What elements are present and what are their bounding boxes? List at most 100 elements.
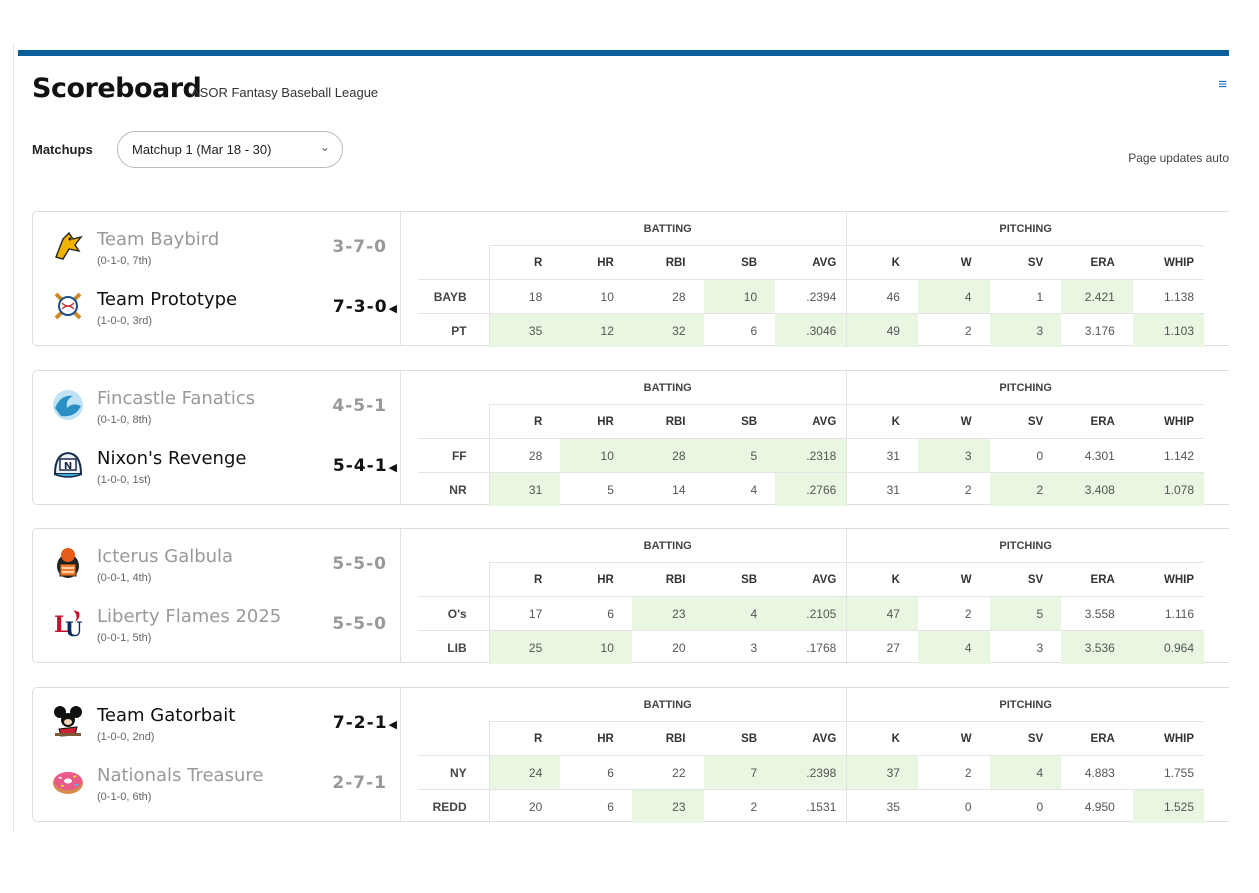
stat-cell: 20 bbox=[528, 799, 543, 814]
stat-cell: 0 bbox=[989, 438, 1062, 473]
matchup-card[interactable]: Icterus Galbula (0-0-1, 4th) 5-5-0 Liberty … bbox=[32, 528, 1229, 664]
team-name[interactable]: Fincastle Fanatics bbox=[97, 388, 256, 409]
column-header[interactable]: W bbox=[917, 721, 990, 756]
stat-cell: 0 bbox=[964, 799, 972, 814]
stat-cell: 6 bbox=[560, 596, 632, 631]
stat-cell: 37 bbox=[846, 755, 918, 790]
column-header[interactable]: SV bbox=[989, 245, 1062, 280]
column-header[interactable]: RBI bbox=[631, 245, 704, 280]
donut-logo-icon bbox=[51, 765, 85, 799]
team-row[interactable]: Nationals Treasure (0-1-0, 6th) 2-7-1 bbox=[33, 757, 400, 817]
stat-cell: 2 bbox=[750, 799, 758, 814]
column-header[interactable]: R bbox=[489, 562, 561, 597]
column-header[interactable]: WHIP bbox=[1132, 562, 1204, 597]
column-header[interactable]: ERA bbox=[1061, 562, 1133, 597]
column-header[interactable]: R bbox=[489, 245, 561, 280]
pitching-header: PITCHING bbox=[846, 371, 1204, 405]
stat-cell: 47 bbox=[846, 596, 918, 631]
column-header[interactable]: SB bbox=[703, 562, 776, 597]
batting-header: BATTING bbox=[489, 529, 847, 563]
column-header[interactable]: HR bbox=[560, 404, 632, 439]
stat-cell: 31 bbox=[489, 472, 561, 506]
team-row[interactable]: Team Baybird (0-1-0, 7th) 3-7-0 bbox=[33, 221, 400, 281]
column-header[interactable]: RBI bbox=[631, 404, 704, 439]
team-name[interactable]: Icterus Galbula bbox=[97, 546, 234, 567]
menu-icon[interactable]: ≡ bbox=[1218, 76, 1227, 93]
stat-cell: 46 bbox=[846, 279, 918, 314]
team-name[interactable]: Team Baybird bbox=[97, 229, 220, 250]
team-row[interactable]: Icterus Galbula (0-0-1, 4th) 5-5-0 bbox=[33, 538, 400, 598]
team-name[interactable]: Nationals Treasure bbox=[97, 765, 264, 786]
column-header[interactable]: ERA bbox=[1061, 245, 1133, 280]
column-header[interactable]: ERA bbox=[1061, 721, 1133, 756]
matchup-card[interactable]: Fincastle Fanatics (0-1-0, 8th) 4-5-1 Nixon… bbox=[32, 370, 1229, 506]
stat-cell: 3.558 bbox=[1061, 596, 1133, 631]
team-name[interactable]: Nixon's Revenge bbox=[97, 448, 247, 469]
column-header[interactable]: R bbox=[489, 721, 561, 756]
matchup-card[interactable]: Team Gatorbait (1-0-0, 2nd) 7-2-1 Nationals… bbox=[32, 687, 1229, 823]
column-header[interactable]: HR bbox=[560, 562, 632, 597]
stat-cell: .1531 bbox=[806, 799, 837, 814]
column-header[interactable]: SV bbox=[989, 721, 1062, 756]
team-row[interactable]: Liberty Flames 2025 (0-0-1, 5th) 5-5-0 bbox=[33, 598, 400, 658]
wave-logo-icon bbox=[51, 388, 85, 422]
team-record: (0-0-1, 5th) bbox=[97, 632, 152, 644]
column-header[interactable]: AVG bbox=[775, 245, 847, 280]
team-name[interactable]: Liberty Flames 2025 bbox=[97, 606, 282, 627]
matchup-teams: Icterus Galbula (0-0-1, 4th) 5-5-0 Liberty … bbox=[33, 529, 401, 662]
column-header[interactable]: W bbox=[917, 404, 990, 439]
stat-cell: 23 bbox=[631, 596, 704, 631]
column-header[interactable]: AVG bbox=[775, 404, 847, 439]
stat-cell: 7 bbox=[703, 755, 776, 790]
stat-cell: 1.138 bbox=[1132, 279, 1204, 314]
team-name[interactable]: Team Gatorbait bbox=[97, 705, 236, 726]
column-header[interactable]: SB bbox=[703, 721, 776, 756]
team-name[interactable]: Team Prototype bbox=[97, 289, 238, 310]
column-header[interactable]: WHIP bbox=[1132, 404, 1204, 439]
column-header[interactable]: AVG bbox=[775, 721, 847, 756]
column-header[interactable]: R bbox=[489, 404, 561, 439]
stat-cell: 2 bbox=[917, 596, 990, 631]
column-header[interactable]: HR bbox=[560, 245, 632, 280]
cap-logo-icon bbox=[51, 448, 85, 482]
stat-cell: 5 bbox=[989, 596, 1062, 631]
bird-logo-icon bbox=[51, 229, 85, 263]
column-header[interactable]: SB bbox=[703, 404, 776, 439]
column-header[interactable]: RBI bbox=[631, 721, 704, 756]
matchup-score: 5-4-1 bbox=[333, 456, 398, 476]
matchup-score: 7-3-0 bbox=[333, 297, 398, 317]
team-row[interactable]: Team Gatorbait (1-0-0, 2nd) 7-2-1 bbox=[33, 697, 400, 757]
stat-cell: 4 bbox=[917, 630, 990, 664]
matchup-score: 5-5-0 bbox=[332, 554, 387, 574]
stat-cell: 3 bbox=[750, 640, 758, 655]
stat-cell: 18 bbox=[489, 279, 561, 314]
stat-cell: 10 bbox=[560, 438, 632, 473]
column-header[interactable]: K bbox=[846, 245, 918, 280]
column-header[interactable]: W bbox=[917, 245, 990, 280]
column-header[interactable]: ERA bbox=[1061, 404, 1133, 439]
column-header[interactable]: K bbox=[846, 721, 918, 756]
team-row[interactable]: Team Prototype (1-0-0, 3rd) 7-3-0 bbox=[33, 281, 400, 341]
column-header[interactable]: SB bbox=[703, 245, 776, 280]
stat-cell: 22 bbox=[631, 755, 704, 790]
column-header[interactable]: K bbox=[846, 404, 918, 439]
team-row[interactable]: Nixon's Revenge (1-0-0, 1st) 5-4-1 bbox=[33, 440, 400, 500]
batting-header: BATTING bbox=[489, 212, 847, 246]
column-header[interactable]: WHIP bbox=[1132, 245, 1204, 280]
column-header[interactable]: HR bbox=[560, 721, 632, 756]
column-header[interactable]: SV bbox=[989, 562, 1062, 597]
column-header[interactable]: W bbox=[917, 562, 990, 597]
stats-grid: BATTING PITCHING R HR RBI SB AVG K W SV ERA WHIP FF 2… bbox=[418, 371, 1218, 506]
stat-cell: 24 bbox=[489, 755, 561, 790]
column-header[interactable]: SV bbox=[989, 404, 1062, 439]
team-record: (1-0-0, 2nd) bbox=[97, 731, 155, 743]
column-header[interactable]: WHIP bbox=[1132, 721, 1204, 756]
stats-grid: BATTING PITCHING R HR RBI SB AVG K W SV ERA WHIP O's… bbox=[418, 529, 1218, 664]
team-record: (1-0-0, 1st) bbox=[97, 474, 151, 486]
team-row[interactable]: Fincastle Fanatics (0-1-0, 8th) 4-5-1 bbox=[33, 380, 400, 440]
column-header[interactable]: AVG bbox=[775, 562, 847, 597]
column-header[interactable]: RBI bbox=[631, 562, 704, 597]
matchup-select[interactable]: Matchup 1 (Mar 18 - 30) ⌄ bbox=[117, 131, 343, 168]
matchup-card[interactable]: Team Baybird (0-1-0, 7th) 3-7-0 Team Protot… bbox=[32, 211, 1229, 347]
column-header[interactable]: K bbox=[846, 562, 918, 597]
